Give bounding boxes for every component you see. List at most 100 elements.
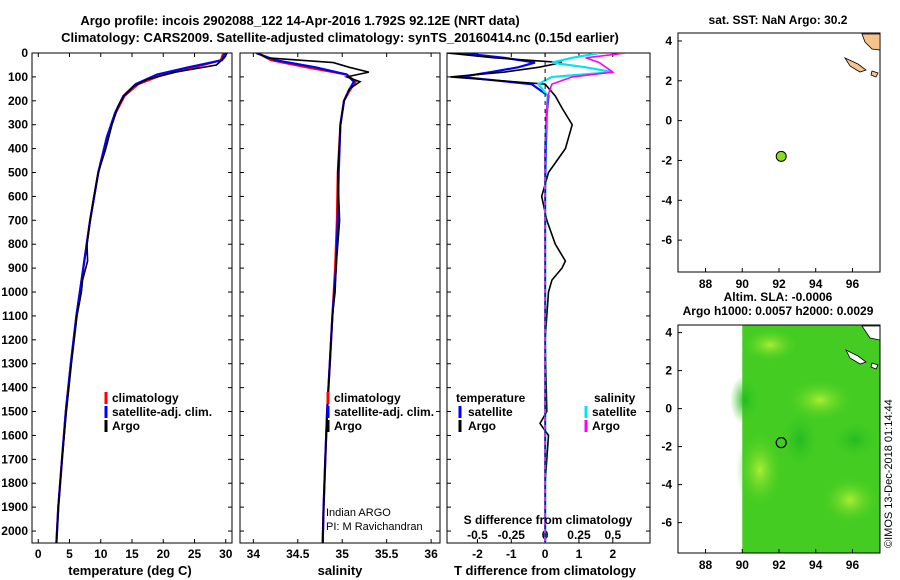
x-tick-label: 1 <box>576 547 583 561</box>
imos-timestamp: ©IMOS 13-Dec-2018 01:14:44 <box>883 399 895 548</box>
legend-argo-label: Argo <box>112 419 140 433</box>
lon-tick-label: 88 <box>699 558 713 572</box>
tdiff-x-ticks: -2 -1 0 1 2 <box>447 52 650 561</box>
series-climatology <box>55 53 225 543</box>
depth-tick-label: 800 <box>8 237 28 251</box>
salinity-axes <box>239 52 441 544</box>
lat-tick-label: 4 <box>665 34 672 48</box>
depth-tick-label: 500 <box>8 166 28 180</box>
depth-tick-label: 400 <box>8 142 28 156</box>
x-tick-label: 5 <box>66 547 73 561</box>
x-tick-label: 25 <box>188 547 202 561</box>
x-tick-label: 20 <box>157 547 171 561</box>
x-tick-label: -2 <box>472 547 483 561</box>
sla-anomaly <box>830 420 880 460</box>
depth-tick-label: 1900 <box>1 500 28 514</box>
depth-tick-label: 1200 <box>1 333 28 347</box>
sla-anomaly <box>740 327 800 363</box>
x-tick-label: 36 <box>424 547 438 561</box>
lat-tick-label: 0 <box>665 402 672 416</box>
series-t-argo <box>447 53 574 543</box>
land-island <box>870 70 879 78</box>
temperature-lines <box>55 53 228 543</box>
series-t-satellite <box>460 53 550 543</box>
legend-argo-label: Argo <box>334 419 362 433</box>
depth-tick-label: 1700 <box>1 452 28 466</box>
sst-map-title: sat. SST: NaN Argo: 30.2 <box>709 13 848 27</box>
lon-tick-label: 90 <box>736 558 750 572</box>
sla-map-markers <box>775 437 787 449</box>
x-tick-label: 0 <box>35 547 42 561</box>
x-tick-label: 35 <box>336 547 350 561</box>
lat-tick-label: -2 <box>661 153 672 167</box>
depth-tick-label: 600 <box>8 189 28 203</box>
title-line-2: Climatology: CARS2009. Satellite-adjuste… <box>61 30 619 45</box>
legend-s-sat-label: satellite <box>592 405 637 419</box>
sdiff-xlabel: S difference from climatology <box>464 513 633 527</box>
depth-tick-label: 1400 <box>1 381 28 395</box>
x-tick-label: 30 <box>219 547 233 561</box>
lat-tick-label: -4 <box>661 478 672 492</box>
difference-legend: temperature satellite Argo salinity sate… <box>456 391 637 433</box>
title-line-1: Argo profile: incois 2902088_122 14-Apr-… <box>80 13 519 28</box>
land-mass <box>861 33 881 51</box>
lat-tick-label: 2 <box>665 74 672 88</box>
legend-sat-label: satellite-adj. clim. <box>334 405 434 419</box>
series-argo <box>55 53 228 543</box>
lon-tick-label: 92 <box>772 558 786 572</box>
salinity-xlabel: salinity <box>318 563 364 578</box>
depth-tick-label: 900 <box>8 261 28 275</box>
legend-clim-label: climatology <box>334 391 401 405</box>
depth-tick-labels: 0 100 200 300 400 500 600 700 800 900 1000 1100 1200… <box>1 46 28 538</box>
lat-tick-label: -6 <box>661 516 672 530</box>
tdiff-xlabel: T difference from climatology <box>454 563 637 578</box>
difference-lines <box>447 53 627 543</box>
sst-map-markers <box>775 150 787 162</box>
sla-field <box>730 325 880 553</box>
legend-temperature-heading: temperature <box>456 391 526 405</box>
temperature-xlabel: temperature (deg C) <box>68 563 192 578</box>
land-island <box>843 57 867 73</box>
x-tick-label: 10 <box>94 547 108 561</box>
legend-sat-label: satellite-adj. clim. <box>112 405 212 419</box>
sla-map-title-1: Altim. SLA: -0.0006 <box>724 290 833 304</box>
sla-anomaly <box>780 410 820 470</box>
series-s-satellite <box>536 53 613 543</box>
depth-tick-label: 200 <box>8 94 28 108</box>
x-tick-label: 0 <box>542 547 549 561</box>
series-satellite-adj-clim- <box>55 53 226 543</box>
x-tick-label: 34 <box>247 547 261 561</box>
x-tick-label: 35.5 <box>375 547 399 561</box>
salinity-x-ticks: 34 34.5 35 35.5 36 <box>240 52 440 561</box>
depth-tick-label: 1100 <box>2 309 28 323</box>
difference-axes <box>446 52 651 544</box>
lat-tick-label: -6 <box>661 233 672 247</box>
sdiff-tick-label: -0.25 <box>498 528 526 542</box>
lat-tick-label: 2 <box>665 364 672 378</box>
lat-tick-label: -4 <box>661 193 672 207</box>
lat-tick-label: 0 <box>665 114 672 128</box>
sla-anomaly <box>736 430 784 510</box>
sdiff-tick-label: 0.5 <box>604 528 621 542</box>
credit-line-1: Indian ARGO <box>326 507 391 519</box>
argo-location-marker <box>775 437 787 449</box>
series-s-argo <box>544 53 627 543</box>
land-mass <box>861 325 880 341</box>
depth-tick-label: 1800 <box>1 476 28 490</box>
x-tick-label: 2 <box>609 547 616 561</box>
depth-tick-label: 700 <box>8 213 28 227</box>
x-tick-label: 34.5 <box>286 547 310 561</box>
series-argo <box>257 53 370 543</box>
lat-tick-label: 4 <box>665 326 672 340</box>
sdiff-x-ticks: -0.5-0.2500.250.5 <box>467 528 621 542</box>
lon-tick-label: 94 <box>809 558 823 572</box>
depth-tick-label: 2000 <box>1 524 28 538</box>
lon-tick-label: 96 <box>846 277 860 291</box>
legend-clim-label: climatology <box>112 391 179 405</box>
legend-t-argo-label: Argo <box>468 419 496 433</box>
depth-tick-label: 1300 <box>1 357 28 371</box>
temperature-legend: climatology satellite-adj. clim. Argo <box>104 391 212 433</box>
series-satellite-adj-clim- <box>255 53 356 543</box>
land-island <box>845 349 867 365</box>
lat-tick-label: -2 <box>661 440 672 454</box>
